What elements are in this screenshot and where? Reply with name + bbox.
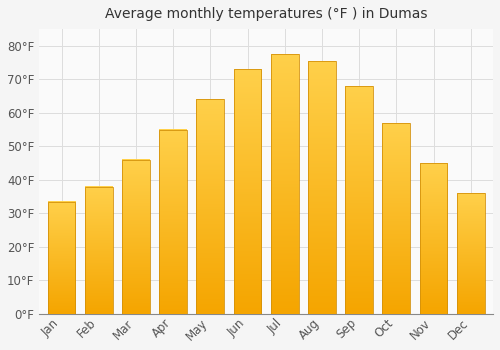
Bar [159,130,187,314]
Bar [234,69,262,314]
Bar [345,86,373,314]
Bar [85,187,112,314]
Bar [420,163,448,314]
Bar [234,69,262,314]
Bar [420,163,448,314]
Bar [457,193,484,314]
Bar [457,193,484,314]
Bar [382,123,410,314]
Bar [382,123,410,314]
Bar [48,202,76,314]
Bar [48,202,76,314]
Bar [122,160,150,314]
Bar [196,99,224,314]
Bar [122,160,150,314]
Title: Average monthly temperatures (°F ) in Dumas: Average monthly temperatures (°F ) in Du… [105,7,428,21]
Bar [308,61,336,314]
Bar [159,130,187,314]
Bar [308,61,336,314]
Bar [271,54,298,314]
Bar [196,99,224,314]
Bar [85,187,112,314]
Bar [271,54,298,314]
Bar [345,86,373,314]
